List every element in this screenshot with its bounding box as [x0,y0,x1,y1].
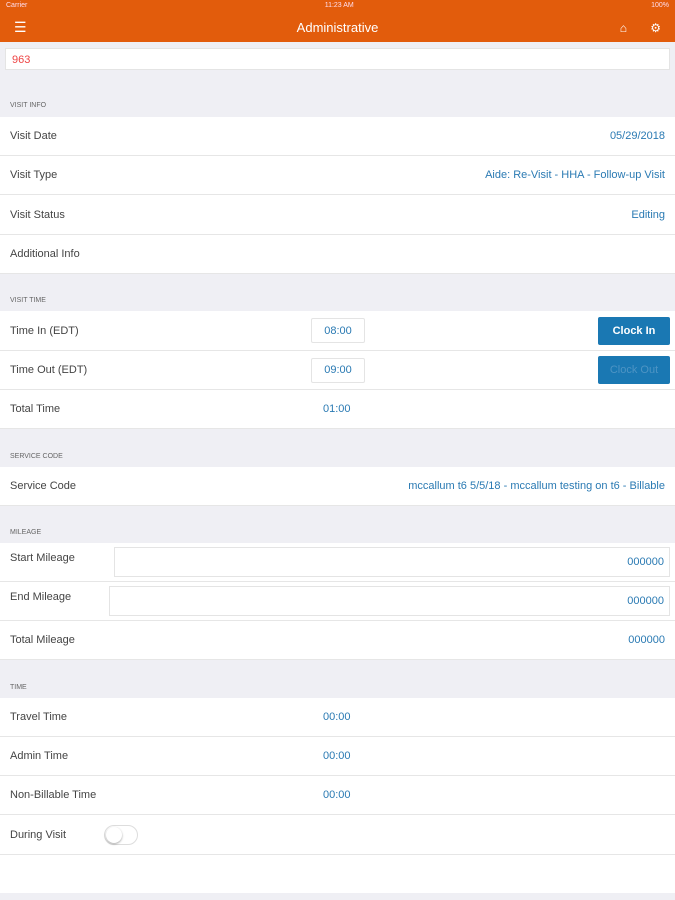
label: During Visit [10,828,67,841]
clock: 11:23 AM [324,2,354,9]
time-in-row: Time In (EDT) 08:00 Clock In [0,311,675,351]
spacer [0,855,675,893]
label: Visit Date [10,130,57,142]
battery: 100% [651,2,669,9]
start-mileage-input[interactable]: 000000 [114,547,670,577]
visit-type-value: Aide: Re-Visit - HHA - Follow-up Visit [485,169,665,181]
total-time-row: Total Time 01:00 [0,390,675,429]
label: Travel Time [10,711,68,723]
visit-type-row[interactable]: Visit Type Aide: Re-Visit - HHA - Follow-… [0,156,675,195]
label: Visit Status [10,208,65,221]
travel-time-value[interactable]: 00:00 [323,711,351,723]
gear-icon[interactable]: ⚙ [650,20,661,35]
section-time: TIME [10,684,27,691]
travel-time-row[interactable]: Travel Time 00:00 [0,698,675,737]
label: End Mileage [10,591,72,603]
total-mileage-row: Total Mileage 000000 [0,621,675,660]
time-out-input[interactable]: 09:00 [311,357,365,383]
total-mileage-value: 000000 [628,634,665,646]
label: Time In (EDT) [10,324,79,337]
section-service-code: SERVICE CODE [10,453,63,460]
non-billable-time-row[interactable]: Non-Billable Time 00:00 [0,776,675,815]
time-in-input[interactable]: 08:00 [311,318,365,343]
label: Time Out (EDT) [10,364,88,376]
record-id-field[interactable]: 963 [5,48,670,70]
start-mileage-row: Start Mileage 000000 [0,543,675,582]
section-visit-info: VISIT INFO [10,102,47,109]
during-visit-toggle[interactable] [104,824,138,845]
visit-status-row[interactable]: Visit Status Editing [0,195,675,235]
additional-info-row[interactable]: Additional Info [0,235,675,274]
label: Admin Time [10,750,69,762]
label: Total Time [10,403,61,415]
visit-date-value: 05/29/2018 [609,130,665,142]
non-billable-time-value[interactable]: 00:00 [323,789,351,801]
time-out-row: Time Out (EDT) 09:00 Clock Out [0,351,675,390]
carrier: Carrier [6,2,28,9]
label: Non-Billable Time [10,789,97,801]
hamburger-icon[interactable]: ☰ [14,19,27,35]
label: Visit Type [10,169,58,181]
label: Total Mileage [10,634,75,646]
home-icon[interactable]: ⌂ [619,20,627,35]
admin-time-value[interactable]: 00:00 [323,750,351,762]
section-mileage: MILEAGE [10,529,42,536]
admin-time-row[interactable]: Admin Time 00:00 [0,737,675,776]
visit-status-value: Editing [631,208,665,221]
total-time-value: 01:00 [323,403,351,415]
label: Start Mileage [10,552,75,564]
service-code-value: mccallum t6 5/5/18 - mccallum testing on… [408,480,665,492]
clock-in-button[interactable]: Clock In [598,316,670,345]
visit-date-row[interactable]: Visit Date 05/29/2018 [0,117,675,156]
label: Service Code [10,480,77,492]
service-code-row[interactable]: Service Code mccallum t6 5/5/18 - mccallu… [0,467,675,506]
label: Additional Info [10,248,80,260]
clock-out-button[interactable]: Clock Out [598,356,670,384]
status-bar: Carrier 11:23 AM 100% [0,0,675,13]
section-visit-time: VISIT TIME [10,297,46,304]
page-title: Administrative [296,20,379,35]
during-visit-row: During Visit [0,815,675,855]
end-mileage-row: End Mileage 000000 [0,582,675,621]
app-header: Carrier 11:23 AM 100% ☰ Administrative ⌂… [0,0,675,42]
end-mileage-input[interactable]: 000000 [109,586,670,616]
